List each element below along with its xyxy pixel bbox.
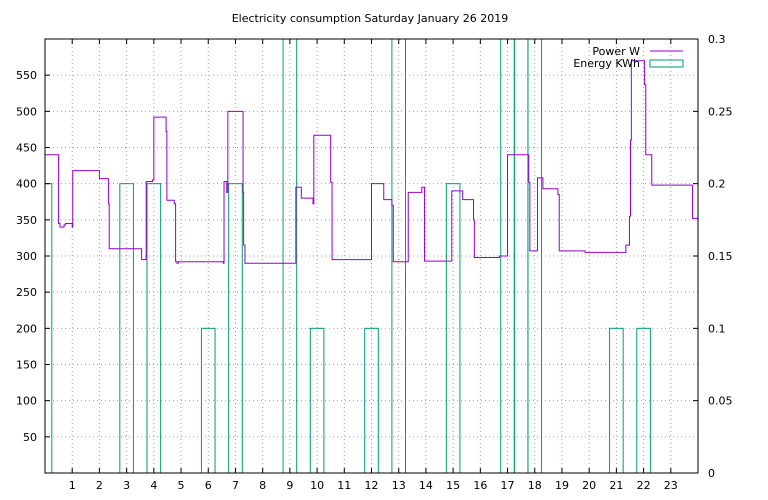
x-tick-label: 21 <box>609 479 623 492</box>
x-tick-label: 8 <box>259 479 266 492</box>
chart-title: Electricity consumption Saturday January… <box>232 12 509 25</box>
x-tick-label: 12 <box>365 479 379 492</box>
legend: Power W Energy KWh <box>573 45 684 70</box>
x-tick-label: 11 <box>337 479 351 492</box>
y2-tick-label: 0.05 <box>708 395 733 408</box>
x-tick-label: 16 <box>473 479 487 492</box>
legend-label-power: Power W <box>592 45 640 58</box>
x-tick-label: 7 <box>232 479 239 492</box>
x-tick-label: 6 <box>205 479 212 492</box>
x-tick-label: 14 <box>419 479 433 492</box>
y-tick-label: 400 <box>16 178 37 191</box>
power-line-layer <box>45 60 698 264</box>
power-line <box>45 60 698 264</box>
x-tick-label: 17 <box>501 479 515 492</box>
y-tick-label: 450 <box>16 142 37 155</box>
y2-tick-label: 0.2 <box>708 178 726 191</box>
y-tick-label: 150 <box>16 359 37 372</box>
y-tick-label: 250 <box>16 286 37 299</box>
x-tick-label: 5 <box>178 479 185 492</box>
y2-tick-label: 0 <box>708 467 715 480</box>
x-tick-label: 3 <box>123 479 130 492</box>
x-tick-label: 13 <box>392 479 406 492</box>
x-tick-label: 1 <box>69 479 76 492</box>
energy-bars <box>44 38 651 474</box>
x-tick-label: 9 <box>286 479 293 492</box>
y-tick-label: 300 <box>16 250 37 263</box>
x-tick-label: 23 <box>664 479 678 492</box>
y2-tick-label: 0.15 <box>708 250 733 263</box>
y-tick-label: 50 <box>23 431 37 444</box>
y-tick-label: 550 <box>16 69 37 82</box>
legend-label-energy: Energy KWh <box>573 57 640 70</box>
x-tick-label: 18 <box>528 479 542 492</box>
x-tick-label: 10 <box>310 479 324 492</box>
y2-tick-label: 0.3 <box>708 33 726 46</box>
y-tick-label: 100 <box>16 395 37 408</box>
y-tick-label: 350 <box>16 214 37 227</box>
x-tick-label: 22 <box>637 479 651 492</box>
x-tick-label: 20 <box>582 479 596 492</box>
y2-tick-label: 0.1 <box>708 322 726 335</box>
legend-swatch-energy <box>649 59 684 68</box>
x-tick-label: 19 <box>555 479 569 492</box>
x-tick-label: 15 <box>446 479 460 492</box>
x-tick-label: 4 <box>150 479 157 492</box>
y-tick-label: 500 <box>16 105 37 118</box>
y-tick-label: 200 <box>16 322 37 335</box>
y2-tick-label: 0.25 <box>708 105 733 118</box>
x-tick-label: 2 <box>96 479 103 492</box>
axis-ticks: 1 2 3 4 5 6 7 8 9 10 11 12 13 14 15 16 17 18 19 20 21 22 23501… <box>16 33 733 492</box>
